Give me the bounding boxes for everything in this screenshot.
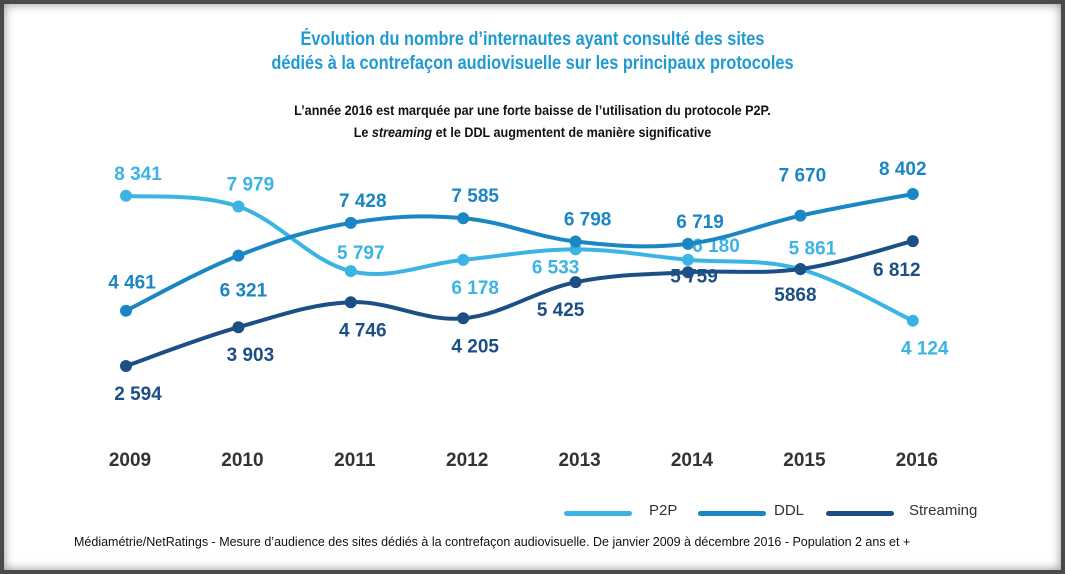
chart-subtitle: L’année 2016 est marquée par une forte b… bbox=[57, 99, 1008, 143]
data-label-streaming-2013: 5 425 bbox=[537, 300, 585, 321]
chart-title-line-1: Évolution du nombre d’internautes ayant … bbox=[300, 29, 765, 50]
legend-label-streaming: Streaming bbox=[909, 502, 978, 519]
data-label-ddl-2016: 8 402 bbox=[879, 159, 927, 180]
data-label-streaming-2011: 4 746 bbox=[339, 320, 387, 341]
subtitle-emphasis: streaming bbox=[371, 124, 433, 140]
data-label-ddl-2014: 6 719 bbox=[676, 212, 724, 233]
data-label-ddl-2015: 7 670 bbox=[779, 166, 827, 187]
data-label-ddl-2013: 6 798 bbox=[564, 210, 612, 231]
data-label-ddl-2012: 7 585 bbox=[451, 186, 499, 207]
point-ddl-2015 bbox=[794, 209, 807, 222]
x-tick-label-2011: 2011 bbox=[334, 450, 376, 471]
point-p2p-2010 bbox=[232, 200, 245, 213]
data-label-p2p-2016: 4 124 bbox=[901, 339, 949, 360]
legend-label-ddl: DDL bbox=[774, 502, 805, 519]
point-ddl-2013 bbox=[569, 235, 582, 248]
point-ddl-2014 bbox=[682, 237, 694, 250]
point-p2p-2014 bbox=[682, 253, 694, 266]
point-streaming-2013 bbox=[569, 276, 582, 289]
chart-title-line-2: dédiés à la contrefaçon audiovisuelle su… bbox=[271, 53, 794, 74]
legend-swatch-streaming bbox=[826, 511, 894, 516]
data-label-p2p-2010: 7 979 bbox=[227, 175, 275, 196]
data-label-streaming-2016: 6 812 bbox=[873, 260, 921, 281]
data-label-streaming-2010: 3 903 bbox=[227, 345, 275, 366]
point-streaming-2009 bbox=[120, 360, 132, 372]
data-label-p2p-2015: 5 861 bbox=[789, 238, 837, 259]
source-footer: Médiamétrie/NetRatings - Mesure d’audien… bbox=[74, 535, 911, 549]
data-label-streaming-2015: 5868 bbox=[774, 285, 816, 306]
point-streaming-2015 bbox=[794, 263, 807, 276]
data-label-p2p-2013: 6 533 bbox=[532, 257, 580, 278]
point-p2p-2012 bbox=[457, 253, 470, 266]
point-ddl-2016 bbox=[906, 188, 919, 200]
chart-title: Évolution du nombre d’internautes ayant … bbox=[78, 28, 987, 76]
point-ddl-2012 bbox=[457, 212, 470, 225]
subtitle-line-1: L’année 2016 est marquée par une forte b… bbox=[294, 102, 771, 118]
point-streaming-2011 bbox=[344, 296, 357, 309]
x-tick-label-2009: 2009 bbox=[109, 450, 151, 471]
x-tick-label-2014: 2014 bbox=[671, 450, 714, 471]
point-p2p-2009 bbox=[120, 189, 132, 202]
data-label-streaming-2014: 5 759 bbox=[670, 266, 718, 287]
subtitle-line-2: Le streaming et le DDL augmentent de man… bbox=[57, 121, 1008, 143]
series-line-streaming bbox=[124, 239, 915, 368]
point-streaming-2016 bbox=[906, 235, 919, 248]
subtitle-suffix: et le DDL augmentent de manière signific… bbox=[435, 124, 712, 140]
point-p2p-2011 bbox=[344, 265, 357, 278]
subtitle-prefix: Le bbox=[353, 124, 369, 140]
legend-swatch-p2p bbox=[564, 511, 632, 516]
point-streaming-2014 bbox=[682, 266, 694, 279]
data-label-p2p-2009: 8 341 bbox=[114, 164, 162, 185]
x-tick-label-2016: 2016 bbox=[896, 450, 938, 471]
data-label-ddl-2009: 4 461 bbox=[108, 273, 156, 294]
x-tick-label-2012: 2012 bbox=[446, 450, 488, 471]
point-ddl-2011 bbox=[344, 216, 357, 229]
data-label-ddl-2011: 7 428 bbox=[339, 191, 387, 212]
point-streaming-2012 bbox=[457, 312, 470, 325]
data-label-ddl-2010: 6 321 bbox=[220, 281, 268, 302]
data-label-p2p-2011: 5 797 bbox=[337, 243, 385, 264]
data-label-streaming-2012: 4 205 bbox=[451, 336, 499, 357]
point-streaming-2010 bbox=[232, 321, 245, 334]
legend-swatch-ddl bbox=[698, 511, 766, 516]
chart-frame: Évolution du nombre d’internautes ayant … bbox=[4, 4, 1061, 570]
data-label-streaming-2009: 2 594 bbox=[114, 384, 162, 405]
point-ddl-2009 bbox=[120, 304, 132, 317]
x-tick-label-2010: 2010 bbox=[221, 450, 263, 471]
point-ddl-2010 bbox=[232, 249, 245, 262]
data-label-p2p-2012: 6 178 bbox=[451, 278, 499, 299]
x-tick-label-2013: 2013 bbox=[558, 450, 600, 471]
point-p2p-2016 bbox=[906, 314, 919, 327]
legend-label-p2p: P2P bbox=[649, 502, 678, 519]
x-tick-label-2015: 2015 bbox=[783, 450, 826, 471]
